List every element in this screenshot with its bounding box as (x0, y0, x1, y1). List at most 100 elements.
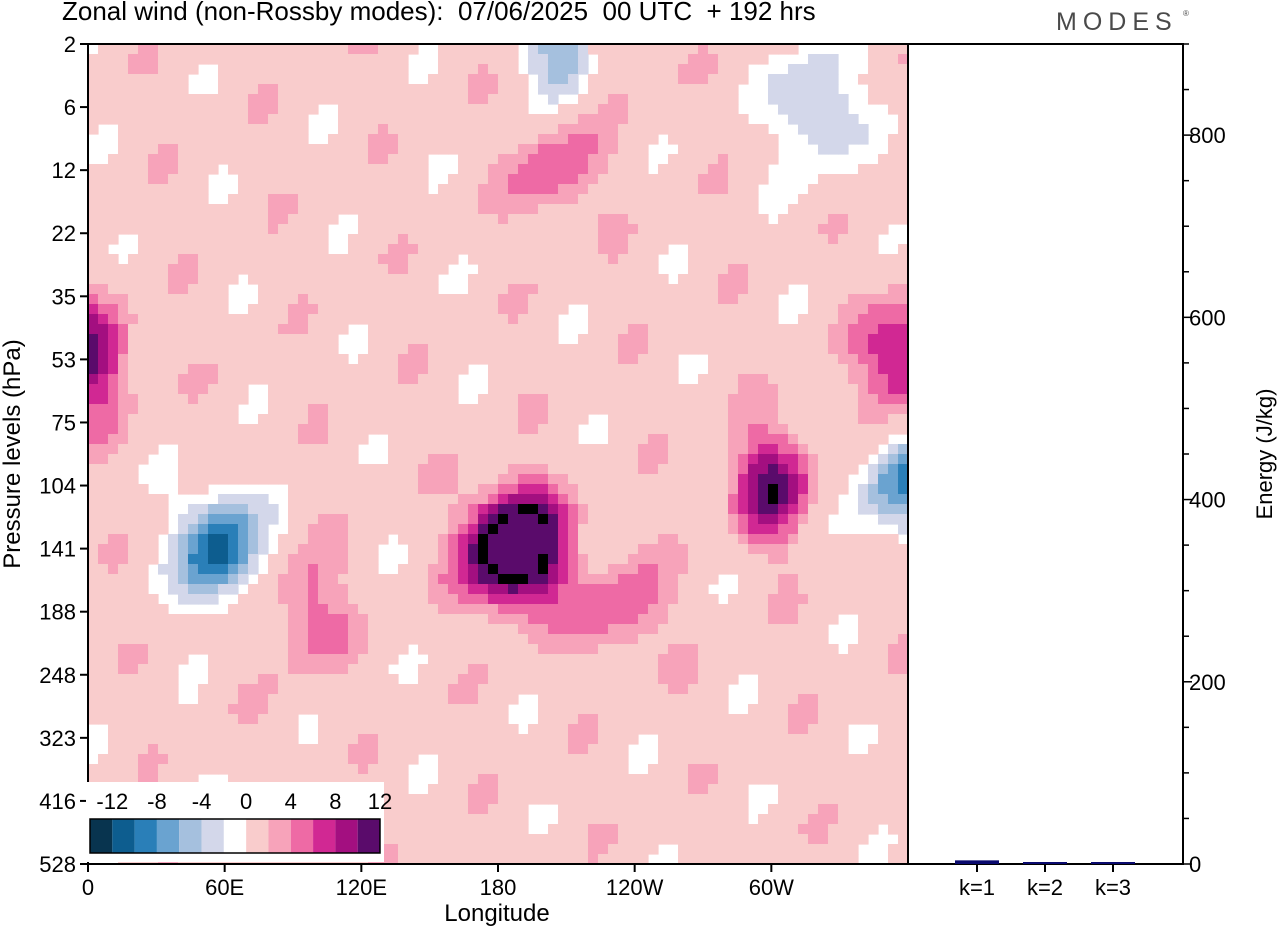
heatmap-cell (728, 214, 739, 225)
heatmap-cell (438, 204, 449, 215)
heatmap-cell (548, 524, 559, 535)
heatmap-cell (288, 64, 299, 75)
heatmap-cell (828, 144, 839, 155)
heatmap-cell (528, 364, 539, 375)
heatmap-cell (838, 224, 849, 235)
heatmap-cell (818, 424, 829, 435)
heatmap-cell (138, 214, 149, 225)
heatmap-cell (568, 394, 579, 405)
heatmap-cell (428, 304, 439, 315)
heatmap-cell (588, 284, 599, 295)
heatmap-cell (578, 284, 589, 295)
heatmap-cell (488, 64, 499, 75)
heatmap-cell (358, 64, 369, 75)
heatmap-cell (648, 294, 659, 305)
heatmap-cell (298, 194, 309, 205)
heatmap-cell (708, 314, 719, 325)
heatmap-cell (308, 664, 319, 675)
heatmap-cell (488, 404, 499, 415)
heatmap-cell (518, 564, 529, 575)
heatmap-cell (368, 64, 379, 75)
heatmap-cell (208, 164, 219, 175)
heatmap-cell (698, 294, 709, 305)
heatmap-cell (548, 324, 559, 335)
heatmap-cell (718, 644, 729, 655)
heatmap-cell (668, 524, 679, 535)
heatmap-cell (208, 464, 219, 475)
heatmap-cell (638, 684, 649, 695)
heatmap-cell (638, 144, 649, 155)
heatmap-cell (138, 64, 149, 75)
heatmap-cell (658, 414, 669, 425)
heatmap-cell (868, 274, 879, 285)
heatmap-cell (798, 554, 809, 565)
heatmap-cell (378, 114, 389, 125)
heatmap-cell (688, 184, 699, 195)
heatmap-cell (658, 504, 669, 515)
heatmap-cell (538, 64, 549, 75)
heatmap-cell (898, 114, 908, 125)
heatmap-cell (818, 484, 829, 495)
heatmap-cell (748, 204, 759, 215)
heatmap-cell (568, 264, 579, 275)
heatmap-cell (408, 184, 419, 195)
heatmap-cell (198, 344, 209, 355)
heatmap-cell (708, 574, 719, 585)
heatmap-cell (358, 84, 369, 95)
heatmap-cell (128, 364, 139, 375)
heatmap-cell (498, 674, 509, 685)
heatmap-cell (878, 494, 889, 505)
heatmap-cell (128, 564, 139, 575)
heatmap-cell (138, 314, 149, 325)
heatmap-cell (148, 494, 159, 505)
heatmap-cell (628, 634, 639, 645)
heatmap-cell (168, 84, 179, 95)
heatmap-cell (828, 424, 839, 435)
heatmap-cell (618, 454, 629, 465)
heatmap-cell (818, 684, 829, 695)
heatmap-cell (788, 234, 799, 245)
heatmap-cell (98, 414, 109, 425)
heatmap-cell (648, 424, 659, 435)
heatmap-cell (178, 584, 189, 595)
heatmap-cell (578, 624, 589, 635)
heatmap-cell (648, 534, 659, 545)
heatmap-cell (458, 124, 469, 135)
heatmap-cell (228, 224, 239, 235)
heatmap-cell (898, 94, 908, 105)
heatmap-cell (618, 54, 629, 65)
heatmap-cell (168, 184, 179, 195)
heatmap-cell (228, 394, 239, 405)
heatmap-cell (728, 234, 739, 245)
heatmap-cell (888, 594, 899, 605)
heatmap-cell (528, 64, 539, 75)
heatmap-cell (128, 434, 139, 445)
heatmap-cell (408, 194, 419, 205)
heatmap-cell (498, 444, 509, 455)
heatmap-cell (128, 514, 139, 525)
heatmap-cell (118, 294, 129, 305)
heatmap-cell (848, 334, 859, 345)
heatmap-cell (658, 534, 669, 545)
heatmap-cell (508, 184, 519, 195)
heatmap-cell (288, 44, 299, 55)
heatmap-cell (338, 294, 349, 305)
heatmap-cell (328, 84, 339, 95)
heatmap-cell (408, 354, 419, 365)
heatmap-cell (838, 454, 849, 465)
heatmap-cell (238, 464, 249, 475)
heatmap-cell (828, 594, 839, 605)
heatmap-cell (198, 184, 209, 195)
heatmap-cell (688, 304, 699, 315)
heatmap-cell (588, 584, 599, 595)
heatmap-cell (388, 204, 399, 215)
heatmap-cell (488, 664, 499, 675)
heatmap-cell (98, 564, 109, 575)
heatmap-cell (338, 574, 349, 585)
heatmap-cell (838, 344, 849, 355)
heatmap-cell (688, 254, 699, 265)
heatmap-cell (818, 54, 829, 65)
heatmap-cell (568, 614, 579, 625)
heatmap-cell (868, 204, 879, 215)
heatmap-cell (88, 54, 99, 65)
